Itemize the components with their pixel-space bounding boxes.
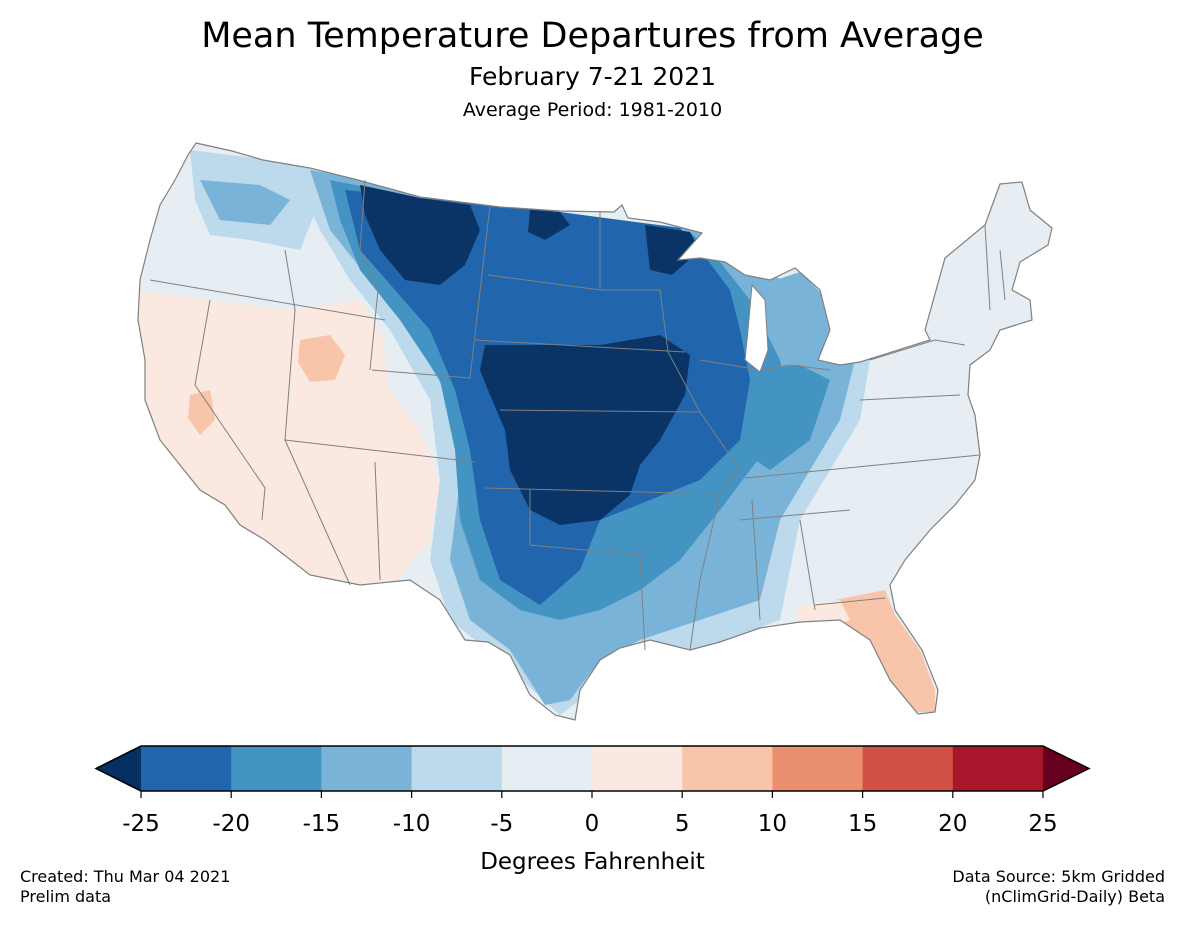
colorbar-bin [141, 746, 232, 791]
colorbar-bin [772, 746, 864, 791]
colorbar-tick-label: 25 [1028, 811, 1058, 837]
prelim-note: Prelim data [20, 887, 112, 906]
colorbar-over-arrow [1043, 746, 1089, 791]
washington-cold-patch [200, 180, 290, 225]
colorbar-tick-label: -15 [302, 811, 341, 837]
colorbar-label: Degrees Fahrenheit [480, 849, 705, 875]
state-border-line [689, 493, 721, 651]
state-border-line [284, 249, 351, 586]
colorbar-tick-label: -25 [122, 811, 160, 837]
florida-warm-region [835, 590, 935, 712]
colorbar-tick-label: -5 [490, 811, 514, 837]
colorbar-tick-label: 20 [938, 811, 968, 837]
state-border-line [751, 499, 761, 621]
state-border-line [859, 394, 961, 401]
state-border-line [194, 299, 266, 521]
map-title: Mean Temperature Departures from Average [201, 16, 984, 56]
state-border-line [659, 289, 741, 495]
colorbar-bin [321, 746, 413, 791]
colorbar-bin [952, 746, 1044, 791]
state-border-line [484, 487, 721, 495]
colorbar-bin [862, 746, 954, 791]
created-date: Created: Thu Mar 04 2021 [20, 867, 231, 886]
colorbar-bin [501, 746, 593, 791]
colorbar-tick-label: -20 [212, 811, 250, 837]
state-border-line [639, 554, 646, 651]
nd-extreme-cold [528, 210, 570, 240]
minnesota-extreme-cold [645, 225, 700, 275]
utah-warm-patch [298, 335, 345, 382]
state-border-line [284, 439, 476, 463]
colorbar-tick-label: 0 [584, 811, 600, 837]
state-border-line [814, 597, 886, 606]
average-period-label: Average Period: 1981-2010 [462, 99, 723, 121]
data-source-line-2: (nClimGrid-Daily) Beta [984, 887, 1165, 906]
state-border-line [149, 279, 386, 321]
midwest-extreme-cold-core [480, 335, 690, 525]
data-source-line-1: Data Source: 5km Gridded [952, 867, 1165, 886]
colorbar-tick-label: 5 [674, 811, 690, 837]
colorbar-bin [682, 746, 773, 791]
california-warm-patch [188, 390, 215, 435]
date-range-subtitle: February 7-21 2021 [468, 62, 717, 91]
ohio-valley-cold-patch [740, 365, 830, 470]
colorbar-under-arrow [96, 746, 141, 791]
created-info: Created: Thu Mar 04 2021 Prelim data [20, 867, 230, 907]
state-borders [149, 179, 1006, 651]
state-border-line [469, 204, 491, 379]
michigan-cold-patch [760, 272, 828, 350]
state-border-line [359, 179, 379, 371]
state-border-line [799, 519, 816, 611]
state-border-line [744, 454, 981, 479]
colorbar-bin [592, 746, 683, 791]
state-border-line [869, 339, 966, 361]
data-source-info: Data Source: 5km Gridded (nClimGrid-Dail… [952, 867, 1165, 907]
state-border-line [699, 359, 831, 371]
state-border-line [374, 461, 381, 581]
state-border-line [474, 339, 686, 353]
colorbar-tick-label: -10 [392, 811, 431, 837]
colorbar-bin [231, 746, 322, 791]
colorbar-bin [411, 746, 503, 791]
state-border-line [984, 224, 991, 311]
state-border-line [529, 490, 641, 556]
state-border-line [739, 509, 851, 521]
state-border-line [371, 369, 471, 379]
montana-extreme-cold [360, 185, 480, 285]
colorbar-tick-label: 15 [847, 811, 878, 837]
colorbar-tick-label: 10 [757, 811, 788, 837]
state-border-line [499, 409, 701, 413]
state-border-line [999, 249, 1006, 301]
lake-michigan-shore [744, 283, 769, 373]
